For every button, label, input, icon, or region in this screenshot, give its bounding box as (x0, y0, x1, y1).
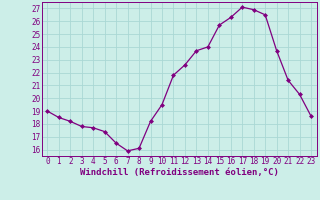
X-axis label: Windchill (Refroidissement éolien,°C): Windchill (Refroidissement éolien,°C) (80, 168, 279, 177)
